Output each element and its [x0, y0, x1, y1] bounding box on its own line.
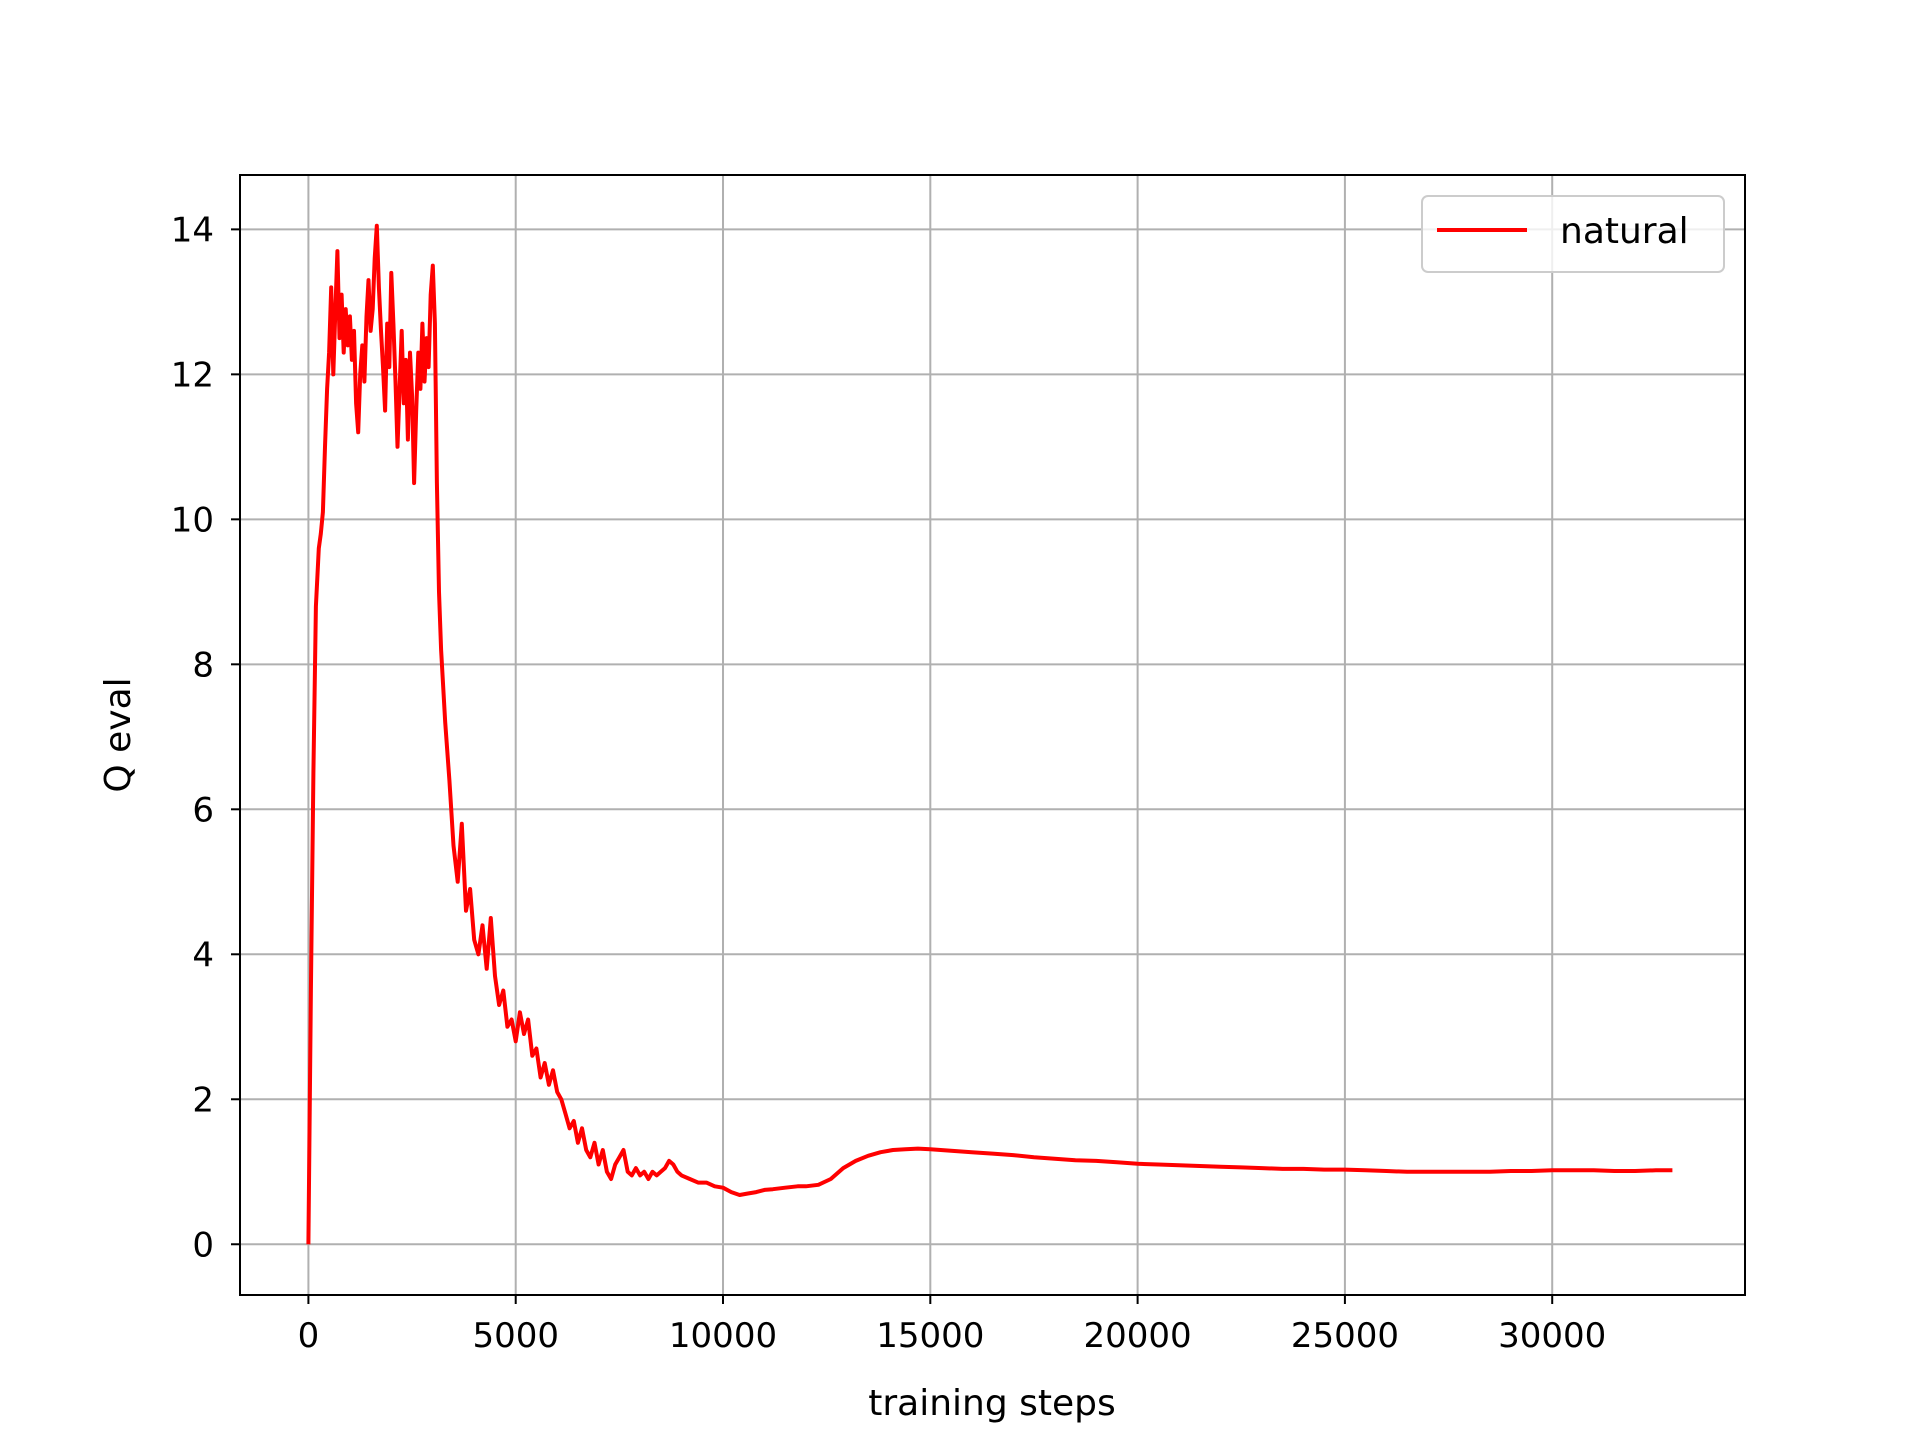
- y-tick-label: 10: [171, 500, 214, 540]
- y-tick-label: 4: [192, 935, 214, 975]
- grid: [240, 175, 1745, 1295]
- legend-label-natural: natural: [1560, 211, 1689, 252]
- y-axis-label: Q eval: [98, 677, 139, 792]
- y-axis: 0 2 4 6 8 10 12 14: [171, 210, 240, 1265]
- x-tick-label: 25000: [1291, 1316, 1399, 1356]
- series-line-natural: [306, 223, 1673, 1245]
- plot-frame: [239, 174, 1746, 1296]
- y-tick-label: 2: [192, 1080, 214, 1120]
- legend-box: [1421, 195, 1725, 273]
- x-tick-label: 5000: [472, 1316, 559, 1356]
- series-layer: [306, 223, 1673, 1245]
- y-tick-label: 14: [171, 210, 214, 250]
- y-tick-label: 6: [192, 790, 214, 830]
- x-axis-label: training steps: [868, 1383, 1116, 1424]
- x-tick-label: 0: [298, 1316, 320, 1356]
- y-tick-label: 0: [192, 1225, 214, 1265]
- legend: natural: [1421, 195, 1725, 273]
- x-tick-label: 15000: [876, 1316, 984, 1356]
- x-tick-label: 20000: [1084, 1316, 1192, 1356]
- y-tick-label: 12: [171, 355, 214, 395]
- x-tick-label: 30000: [1498, 1316, 1606, 1356]
- y-tick-label: 8: [192, 645, 214, 685]
- x-tick-label: 10000: [669, 1316, 777, 1356]
- x-axis: 0 5000 10000 15000 20000 25000 30000: [298, 1295, 1606, 1356]
